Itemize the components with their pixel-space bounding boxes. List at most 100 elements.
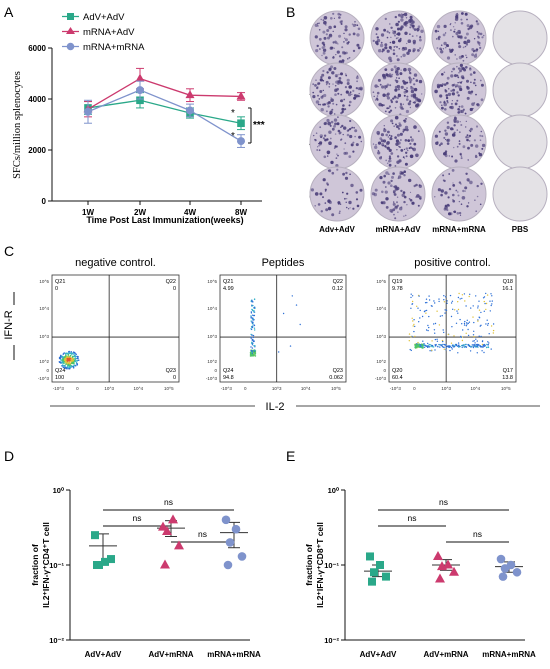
significance-star-1: * <box>231 108 235 119</box>
ns-label: ns <box>133 513 142 523</box>
ns-label: ns <box>473 529 482 539</box>
flow-y-tick: 10^2 <box>39 359 49 364</box>
quadrant-percent: 0.062 <box>329 375 343 381</box>
quadrant-percent: 0.12 <box>332 286 343 292</box>
x-category-label: AdV+AdV <box>85 650 122 659</box>
flow-y-tick: 10^4 <box>376 306 386 311</box>
data-point-mrna-adv <box>185 90 195 99</box>
quadrant-percent: 94.8 <box>223 375 234 381</box>
quadrant-percent: 100 <box>55 375 64 381</box>
data-point-triangle <box>437 561 447 571</box>
elispot-well <box>431 166 487 222</box>
quadrant-name: Q19 <box>392 279 402 285</box>
flow-x-tick: -10^3 <box>53 386 65 391</box>
flow-y-tick: 10^2 <box>376 359 386 364</box>
elispot-well <box>431 10 487 66</box>
panel-a-y-tick-label: 0 <box>42 197 47 206</box>
elispot-well <box>370 10 426 66</box>
flow-x-tick: 0 <box>76 386 79 391</box>
data-point-mrna-mrna <box>136 86 144 95</box>
x-category-label: AdV+mRNA <box>423 650 468 659</box>
panel-a-x-axis-label: Time Post Last Immunization(weeks) <box>86 215 243 225</box>
data-point-circle <box>221 515 231 525</box>
quadrant-name: Q22 <box>166 279 176 285</box>
well-column-label: Adv+AdV <box>319 225 355 234</box>
quadrant-percent: 13.8 <box>502 375 513 381</box>
panel-e-scatter: fraction of IL2⁺IFN-γ⁺CD8⁺T cell 10⁰ 10⁻¹… <box>304 486 536 659</box>
y-tick-label: 10⁻¹ <box>49 561 64 570</box>
flow-x-tick: -10^3 <box>390 386 402 391</box>
panel-d-scatter: fraction of IL2⁺IFN-γ⁺CD4⁺T cell 10⁰ 10⁻¹… <box>30 486 261 659</box>
flow-x-tick: 10^5 <box>164 386 174 391</box>
data-point-mrna-mrna <box>186 106 194 115</box>
panel-a-y-axis-label: SFCs/million splenocytes <box>12 71 23 179</box>
quadrant-name: Q22 <box>333 279 343 285</box>
quadrant-name: Q18 <box>503 279 513 285</box>
panel-a-y-tick-label: 2000 <box>28 146 46 155</box>
flow-x-tick: 10^3 <box>441 386 451 391</box>
flow-plot-0: negative control. 10^5 10^4 10^3 10^2 0 -10^3-… <box>38 257 180 391</box>
data-point-circle <box>225 538 235 547</box>
flow-y-tick: 0 <box>383 368 386 373</box>
flow-y-tick: 0 <box>214 368 217 373</box>
data-point-circle <box>498 572 508 581</box>
quadrant-name: Q23 <box>166 368 176 374</box>
quadrant-name: Q17 <box>503 368 513 374</box>
data-point-triangle <box>449 566 459 576</box>
data-point-circle <box>512 567 522 577</box>
panel-e-y-label-line1: fraction of <box>304 544 314 586</box>
panel-a-line-chart: AdV+AdV mRNA+AdV mRNA+mRNA SFCs/million … <box>12 12 265 225</box>
flow-plot-title: negative control. <box>75 257 156 269</box>
data-point-triangle <box>443 559 453 569</box>
panel-a-x-tick-label: 4W <box>184 208 196 217</box>
quadrant-name: Q21 <box>223 279 233 285</box>
significance-star-3: *** <box>253 120 265 131</box>
flow-events <box>58 350 80 370</box>
data-point-mrna-mrna <box>84 107 92 116</box>
y-tick-label: 10⁻² <box>324 636 339 645</box>
data-point-square <box>107 555 115 564</box>
flow-y-tick: 0 <box>46 368 49 373</box>
data-point-triangle <box>435 573 445 583</box>
data-point-triangle <box>168 514 178 524</box>
quadrant-name: Q23 <box>333 368 343 374</box>
quadrant-percent: 60.4 <box>392 375 403 381</box>
series-line-2 <box>87 89 242 142</box>
flow-x-tick: 10^4 <box>471 386 481 391</box>
elispot-well <box>492 10 548 66</box>
quadrant-name: Q24 <box>223 368 233 374</box>
y-tick-label: 10⁻² <box>49 636 64 645</box>
quadrant-percent: 0 <box>173 375 176 381</box>
panel-label-c: C <box>4 243 14 259</box>
well-column-label: mRNA+mRNA <box>432 225 486 234</box>
significance-star-2: * <box>231 131 235 142</box>
data-point-circle <box>223 560 233 570</box>
elispot-well <box>309 62 365 118</box>
quadrant-name: Q24 <box>55 368 65 374</box>
data-point-mrna-mrna <box>237 137 245 146</box>
data-point-square <box>382 572 390 581</box>
panel-a-legend: AdV+AdV mRNA+AdV mRNA+mRNA <box>62 12 145 53</box>
y-tick-label: 10⁰ <box>53 486 65 495</box>
ns-label: ns <box>439 497 448 507</box>
elispot-well <box>309 166 365 222</box>
flow-y-tick: 10^2 <box>207 359 217 364</box>
flow-y-tick: 10^5 <box>207 279 217 284</box>
data-point-adv-adv <box>237 119 245 128</box>
data-point-square <box>366 552 374 561</box>
legend-label-mrna-mrna: mRNA+mRNA <box>83 42 145 53</box>
flow-y-tick: 10^3 <box>376 334 386 339</box>
data-point-square <box>370 568 378 577</box>
panel-label-a: A <box>4 4 14 20</box>
data-point-square <box>93 561 101 569</box>
flow-x-tick: 10^4 <box>301 386 311 391</box>
flow-y-tick: -10^3 <box>38 376 50 381</box>
data-point-triangle <box>433 550 443 560</box>
ns-label: ns <box>198 529 207 539</box>
panel-a-y-tick-label: 4000 <box>28 95 46 104</box>
flow-y-tick: 10^3 <box>207 334 217 339</box>
x-category-label: AdV+AdV <box>360 650 397 659</box>
elispot-well <box>492 114 548 170</box>
series-line-1 <box>87 77 242 110</box>
